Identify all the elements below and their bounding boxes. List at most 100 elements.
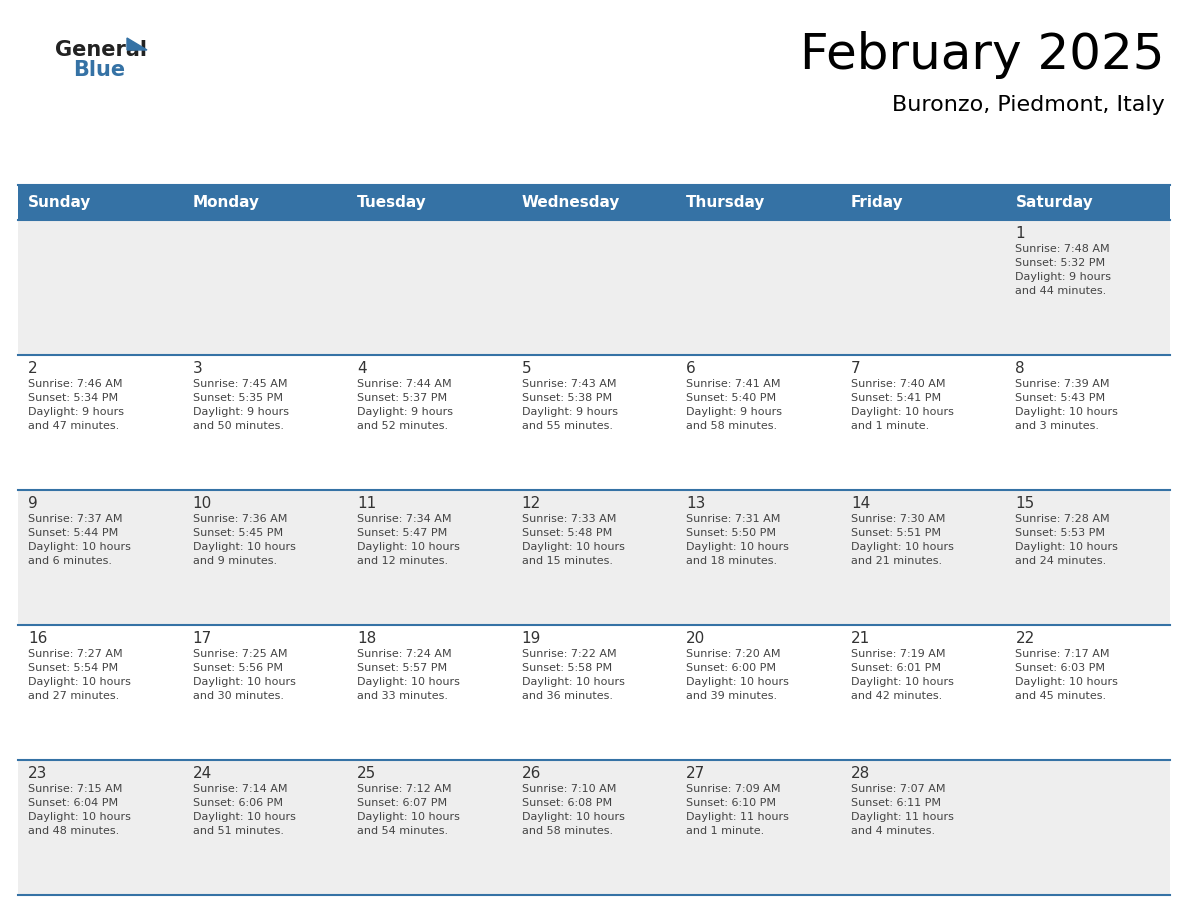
Text: Sunrise: 7:24 AM: Sunrise: 7:24 AM: [358, 649, 451, 659]
Text: Daylight: 9 hours: Daylight: 9 hours: [358, 407, 453, 417]
Bar: [841, 355, 1005, 490]
Bar: [512, 220, 676, 355]
Text: 4: 4: [358, 361, 367, 376]
Text: Daylight: 9 hours: Daylight: 9 hours: [687, 407, 782, 417]
Text: and 6 minutes.: and 6 minutes.: [29, 556, 112, 566]
Text: Daylight: 10 hours: Daylight: 10 hours: [358, 542, 460, 552]
Text: and 44 minutes.: and 44 minutes.: [1016, 286, 1107, 296]
Bar: [183, 625, 347, 760]
Text: Daylight: 10 hours: Daylight: 10 hours: [687, 542, 789, 552]
Text: and 3 minutes.: and 3 minutes.: [1016, 421, 1099, 431]
Text: Sunrise: 7:20 AM: Sunrise: 7:20 AM: [687, 649, 781, 659]
Text: and 18 minutes.: and 18 minutes.: [687, 556, 777, 566]
Text: and 48 minutes.: and 48 minutes.: [29, 826, 119, 836]
Text: Sunrise: 7:28 AM: Sunrise: 7:28 AM: [1016, 514, 1110, 524]
Text: Sunrise: 7:27 AM: Sunrise: 7:27 AM: [29, 649, 122, 659]
Bar: [676, 220, 841, 355]
Text: 3: 3: [192, 361, 202, 376]
Text: Daylight: 9 hours: Daylight: 9 hours: [522, 407, 618, 417]
Text: 16: 16: [29, 631, 48, 646]
Text: Daylight: 10 hours: Daylight: 10 hours: [851, 407, 954, 417]
Text: Sunset: 5:50 PM: Sunset: 5:50 PM: [687, 528, 776, 538]
Text: Sunset: 5:57 PM: Sunset: 5:57 PM: [358, 663, 447, 673]
Polygon shape: [127, 38, 147, 50]
Bar: [676, 625, 841, 760]
Bar: [841, 185, 1005, 220]
Text: Blue: Blue: [72, 60, 125, 80]
Text: Sunset: 6:00 PM: Sunset: 6:00 PM: [687, 663, 776, 673]
Text: Sunset: 5:32 PM: Sunset: 5:32 PM: [1016, 258, 1106, 268]
Text: and 58 minutes.: and 58 minutes.: [687, 421, 777, 431]
Text: Daylight: 11 hours: Daylight: 11 hours: [687, 812, 789, 822]
Text: Sunset: 6:01 PM: Sunset: 6:01 PM: [851, 663, 941, 673]
Text: 1: 1: [1016, 226, 1025, 241]
Text: 22: 22: [1016, 631, 1035, 646]
Text: Sunset: 5:51 PM: Sunset: 5:51 PM: [851, 528, 941, 538]
Text: 21: 21: [851, 631, 870, 646]
Text: and 36 minutes.: and 36 minutes.: [522, 691, 613, 701]
Text: Sunset: 6:04 PM: Sunset: 6:04 PM: [29, 798, 118, 808]
Text: Daylight: 10 hours: Daylight: 10 hours: [29, 677, 131, 687]
Text: and 1 minute.: and 1 minute.: [851, 421, 929, 431]
Bar: [347, 490, 512, 625]
Bar: [1005, 625, 1170, 760]
Bar: [183, 220, 347, 355]
Text: 2: 2: [29, 361, 38, 376]
Text: Sunrise: 7:39 AM: Sunrise: 7:39 AM: [1016, 379, 1110, 389]
Text: Sunrise: 7:10 AM: Sunrise: 7:10 AM: [522, 784, 617, 794]
Bar: [183, 490, 347, 625]
Bar: [18, 760, 183, 895]
Text: Daylight: 10 hours: Daylight: 10 hours: [522, 812, 625, 822]
Text: Daylight: 9 hours: Daylight: 9 hours: [1016, 272, 1112, 282]
Text: Sunrise: 7:07 AM: Sunrise: 7:07 AM: [851, 784, 946, 794]
Text: and 50 minutes.: and 50 minutes.: [192, 421, 284, 431]
Bar: [1005, 355, 1170, 490]
Text: Sunrise: 7:30 AM: Sunrise: 7:30 AM: [851, 514, 946, 524]
Text: Sunrise: 7:31 AM: Sunrise: 7:31 AM: [687, 514, 781, 524]
Text: 19: 19: [522, 631, 541, 646]
Text: Sunset: 5:38 PM: Sunset: 5:38 PM: [522, 393, 612, 403]
Text: Sunset: 5:56 PM: Sunset: 5:56 PM: [192, 663, 283, 673]
Text: Sunrise: 7:36 AM: Sunrise: 7:36 AM: [192, 514, 287, 524]
Bar: [183, 355, 347, 490]
Text: 6: 6: [687, 361, 696, 376]
Text: Sunset: 5:54 PM: Sunset: 5:54 PM: [29, 663, 118, 673]
Bar: [347, 220, 512, 355]
Text: Sunrise: 7:41 AM: Sunrise: 7:41 AM: [687, 379, 781, 389]
Text: Daylight: 11 hours: Daylight: 11 hours: [851, 812, 954, 822]
Bar: [841, 760, 1005, 895]
Text: Sunday: Sunday: [29, 195, 91, 210]
Text: Sunset: 6:11 PM: Sunset: 6:11 PM: [851, 798, 941, 808]
Text: Daylight: 10 hours: Daylight: 10 hours: [851, 542, 954, 552]
Text: 20: 20: [687, 631, 706, 646]
Text: 14: 14: [851, 496, 870, 511]
Text: Sunrise: 7:46 AM: Sunrise: 7:46 AM: [29, 379, 122, 389]
Bar: [676, 490, 841, 625]
Text: 26: 26: [522, 766, 541, 781]
Bar: [18, 625, 183, 760]
Bar: [512, 625, 676, 760]
Bar: [1005, 185, 1170, 220]
Text: Sunrise: 7:22 AM: Sunrise: 7:22 AM: [522, 649, 617, 659]
Text: and 51 minutes.: and 51 minutes.: [192, 826, 284, 836]
Text: February 2025: February 2025: [801, 31, 1165, 79]
Text: Sunrise: 7:44 AM: Sunrise: 7:44 AM: [358, 379, 451, 389]
Text: Sunrise: 7:43 AM: Sunrise: 7:43 AM: [522, 379, 617, 389]
Text: 12: 12: [522, 496, 541, 511]
Text: and 15 minutes.: and 15 minutes.: [522, 556, 613, 566]
Bar: [512, 760, 676, 895]
Text: 23: 23: [29, 766, 48, 781]
Text: Sunrise: 7:19 AM: Sunrise: 7:19 AM: [851, 649, 946, 659]
Text: Sunset: 5:41 PM: Sunset: 5:41 PM: [851, 393, 941, 403]
Text: Sunrise: 7:15 AM: Sunrise: 7:15 AM: [29, 784, 122, 794]
Text: 5: 5: [522, 361, 531, 376]
Text: and 45 minutes.: and 45 minutes.: [1016, 691, 1106, 701]
Bar: [676, 760, 841, 895]
Text: 24: 24: [192, 766, 211, 781]
Text: Daylight: 10 hours: Daylight: 10 hours: [1016, 407, 1118, 417]
Text: Sunset: 6:10 PM: Sunset: 6:10 PM: [687, 798, 776, 808]
Text: and 1 minute.: and 1 minute.: [687, 826, 765, 836]
Text: Sunrise: 7:48 AM: Sunrise: 7:48 AM: [1016, 244, 1110, 254]
Text: Daylight: 10 hours: Daylight: 10 hours: [192, 812, 296, 822]
Text: 10: 10: [192, 496, 211, 511]
